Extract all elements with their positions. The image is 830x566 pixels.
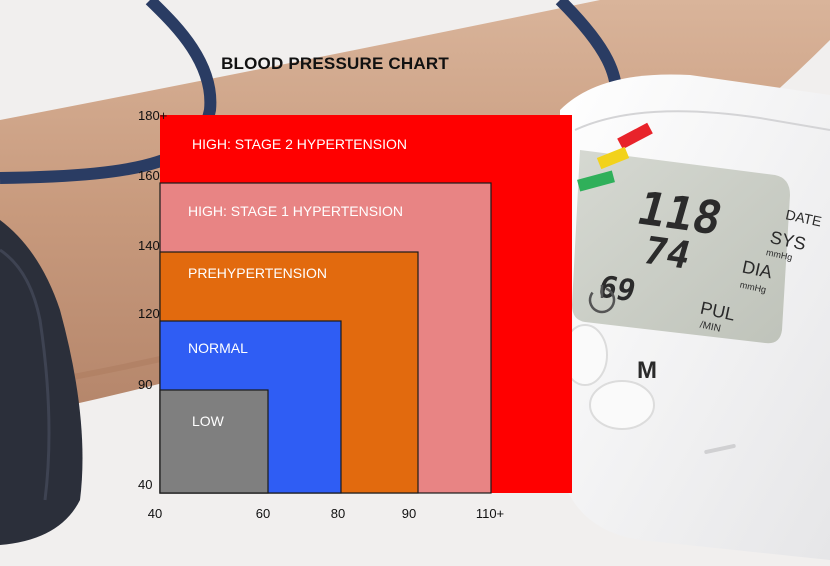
chart-title: BLOOD PRESSURE CHART bbox=[221, 54, 449, 73]
memory-button-label: M bbox=[637, 357, 657, 384]
x-tick-label: 60 bbox=[256, 506, 270, 521]
x-tick-label: 40 bbox=[148, 506, 162, 521]
x-tick-label: 80 bbox=[331, 506, 345, 521]
x-tick-label: 90 bbox=[402, 506, 416, 521]
status-bar-red bbox=[617, 122, 653, 150]
y-tick-label: 120 bbox=[138, 306, 160, 321]
status-bar-green bbox=[577, 170, 615, 192]
status-bar-yellow bbox=[596, 146, 630, 170]
memory-button bbox=[589, 380, 655, 430]
pul-unit: /MIN bbox=[699, 320, 722, 335]
power-icon bbox=[588, 285, 616, 314]
y-tick-label: 140 bbox=[138, 238, 160, 253]
zone-label: LOW bbox=[192, 413, 225, 429]
zone-label: NORMAL bbox=[188, 340, 248, 356]
zone-low bbox=[159, 389, 269, 494]
x-tick-label: 110+ bbox=[476, 506, 504, 521]
y-tick-label: 160 bbox=[138, 168, 160, 183]
sys-reading: 118 bbox=[631, 181, 728, 245]
zone-label: HIGH: STAGE 1 HYPERTENSION bbox=[188, 203, 403, 219]
zone-label: PREHYPERTENSION bbox=[188, 265, 327, 281]
cuff bbox=[0, 220, 83, 545]
device-screen bbox=[572, 150, 790, 344]
zone-label: HIGH: STAGE 2 HYPERTENSION bbox=[192, 136, 407, 152]
date-label: DATE bbox=[784, 206, 823, 229]
y-tick-label: 40 bbox=[138, 477, 152, 492]
y-tick-label: 180+ bbox=[138, 108, 167, 123]
y-tick-label: 90 bbox=[138, 377, 152, 392]
